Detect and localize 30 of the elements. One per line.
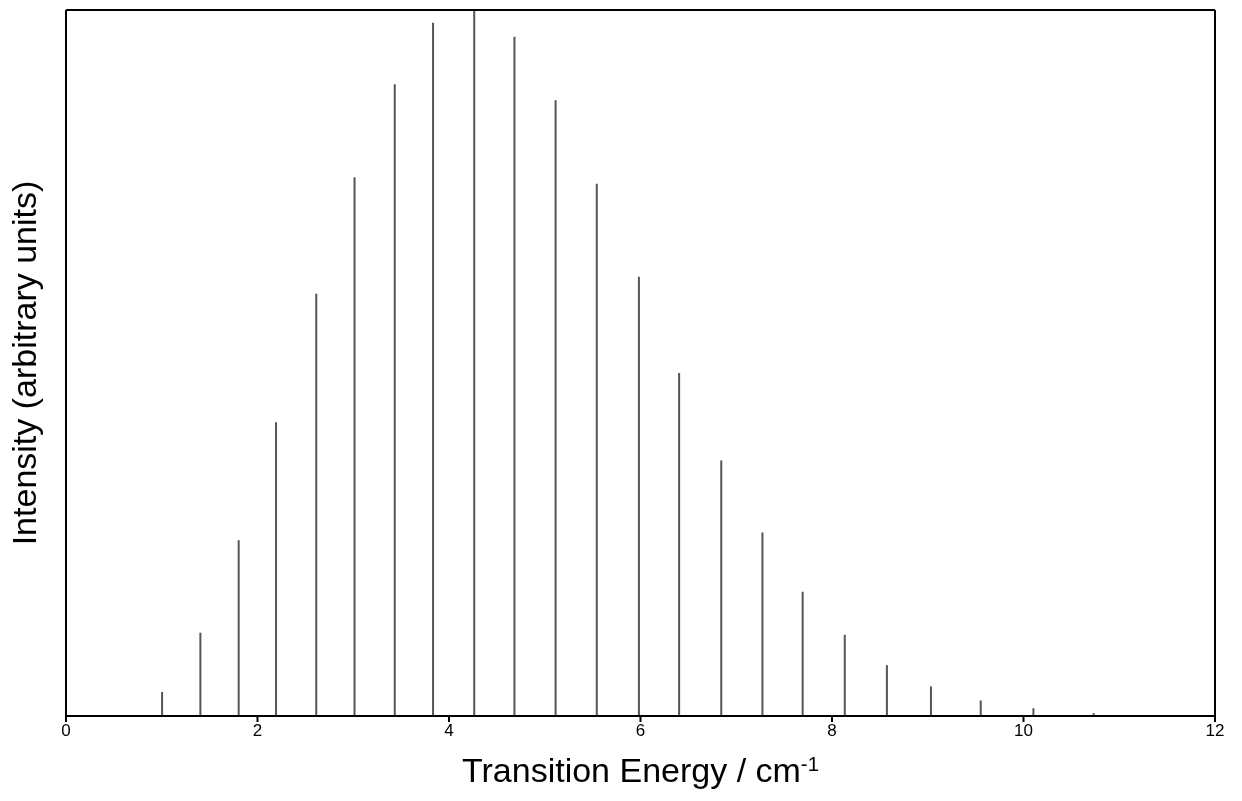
bar <box>801 591 804 716</box>
bar <box>678 372 681 716</box>
bar <box>473 10 476 716</box>
bar <box>432 22 435 716</box>
bar <box>637 276 640 716</box>
bar <box>979 700 982 716</box>
bar <box>720 460 723 716</box>
bar <box>237 540 240 716</box>
x-tick-label: 12 <box>1205 721 1225 741</box>
bar <box>554 100 557 716</box>
x-tick-label: 2 <box>252 721 263 741</box>
y-axis-title: Intensity (arbitrary units) <box>5 180 43 546</box>
bar <box>595 183 598 716</box>
x-tick-label: 0 <box>61 721 71 741</box>
x-tick-label: 6 <box>635 721 646 741</box>
bar <box>513 36 516 716</box>
bar <box>885 665 888 716</box>
bar <box>199 632 202 716</box>
bar <box>393 84 396 716</box>
bar <box>843 634 846 716</box>
bar <box>761 532 764 716</box>
x-tick-label: 4 <box>444 721 454 741</box>
x-tick-label: 10 <box>1014 721 1033 741</box>
bar <box>275 422 278 716</box>
x-axis-title: Transition Energy / cm$^{-1}$ <box>462 751 819 789</box>
bar <box>315 293 318 716</box>
bar <box>929 686 932 716</box>
bar <box>353 177 356 716</box>
x-tick-label: 8 <box>827 721 837 741</box>
bar <box>161 692 164 716</box>
